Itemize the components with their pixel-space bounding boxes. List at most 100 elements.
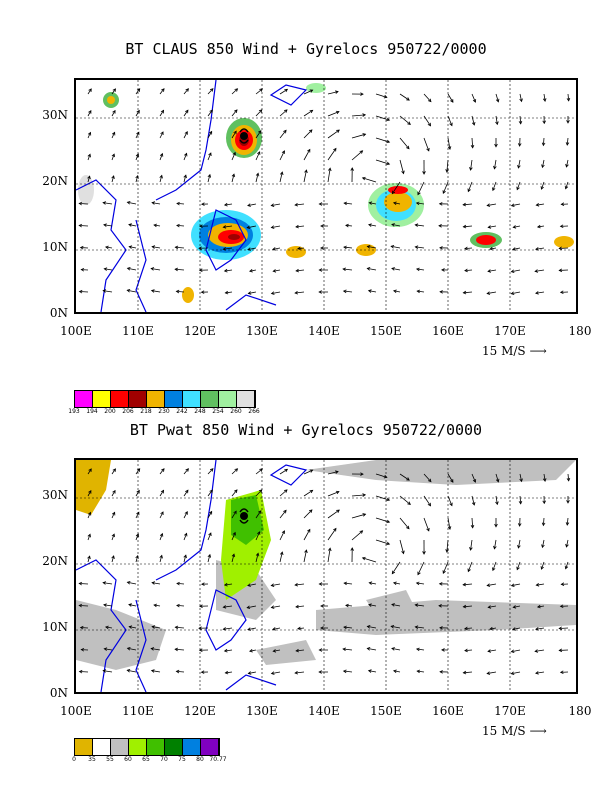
- wind-vector: [518, 159, 521, 169]
- wind-vector-head: [415, 647, 420, 652]
- wind-vector: [183, 175, 187, 183]
- wind-vector-head: [231, 173, 236, 178]
- wind-vector-head: [391, 190, 396, 195]
- wind-vector-head: [234, 489, 238, 493]
- wind-vector: [176, 670, 185, 673]
- wind-vector: [487, 649, 497, 652]
- wind-vector: [128, 224, 137, 227]
- wind-vector-head: [366, 267, 371, 271]
- wind-vector: [369, 202, 377, 205]
- wind-vector-head: [257, 151, 261, 155]
- wind-vector-head: [495, 98, 500, 103]
- wind-vector: [103, 670, 113, 673]
- bottom-colorbar: [74, 738, 220, 756]
- wind-vector-head: [185, 109, 189, 114]
- wind-vector-head: [559, 224, 564, 229]
- wind-vector-head: [184, 152, 188, 157]
- wind-vector-head: [406, 97, 410, 101]
- wind-vector-head: [257, 531, 261, 535]
- bottom-map-panel[interactable]: [74, 458, 578, 694]
- wind-vector: [471, 517, 474, 528]
- wind-vector: [415, 604, 425, 607]
- wind-vector-head: [360, 92, 364, 96]
- wind-vector: [565, 561, 569, 569]
- wind-vector-head: [439, 670, 443, 674]
- wind-vector: [487, 291, 497, 294]
- wind-vector: [303, 169, 307, 183]
- wind-vector: [175, 246, 185, 249]
- wind-vector: [399, 159, 404, 174]
- wind-vector: [367, 245, 377, 249]
- wind-vector-head: [103, 603, 107, 607]
- wind-vector: [351, 530, 363, 541]
- wind-vector-head: [540, 566, 544, 570]
- wind-vector-head: [103, 647, 108, 651]
- wind-vector-head: [318, 670, 322, 674]
- wind-vector: [399, 473, 410, 481]
- wind-vector-head: [283, 509, 287, 514]
- wind-vector: [176, 604, 185, 607]
- wind-vector-head: [87, 511, 92, 516]
- wind-vector-head: [270, 671, 275, 675]
- wind-vector: [231, 554, 235, 563]
- wind-vector: [207, 468, 214, 475]
- wind-vector: [135, 175, 139, 183]
- wind-vector-head: [487, 605, 492, 609]
- wind-vector-head: [335, 490, 340, 495]
- wind-vector-head: [335, 110, 340, 115]
- wind-vector-head: [510, 583, 515, 587]
- wind-vector: [417, 181, 425, 195]
- wind-vector: [135, 110, 140, 117]
- wind-vector: [248, 671, 257, 674]
- wind-vector: [207, 532, 212, 541]
- wind-vector-head: [201, 582, 205, 586]
- bottom-xtick-140e: 140E: [308, 704, 340, 718]
- wind-vector: [511, 291, 521, 295]
- wind-vector: [367, 267, 377, 271]
- wind-vector-head: [87, 533, 91, 538]
- wind-vector-head: [345, 223, 349, 228]
- wind-vector: [79, 583, 89, 585]
- wind-vector-head: [343, 201, 348, 206]
- wind-vector-head: [79, 625, 84, 630]
- wind-vector-head: [88, 468, 92, 472]
- wind-vector-head: [566, 500, 570, 504]
- bottom-ytick-20n: 20N: [42, 554, 68, 568]
- wind-vector-head: [318, 202, 323, 206]
- wind-vector-head: [258, 109, 263, 113]
- wind-vector-head: [518, 120, 523, 125]
- wind-vector-head: [462, 224, 467, 229]
- wind-vector-head: [307, 148, 311, 153]
- wind-vector-head: [391, 647, 395, 651]
- wind-vector-head: [126, 200, 131, 205]
- wind-vector: [127, 289, 137, 293]
- wind-vector-head: [493, 165, 497, 170]
- wind-vector: [470, 159, 473, 171]
- wind-vector-head: [464, 648, 468, 653]
- wind-vector: [516, 561, 521, 570]
- wind-vector: [223, 605, 233, 608]
- wind-vector: [111, 512, 116, 519]
- wind-vector: [351, 150, 363, 161]
- wind-vector: [367, 647, 377, 651]
- wind-vector: [519, 473, 522, 482]
- wind-vector: [87, 534, 91, 541]
- wind-vector: [231, 510, 237, 519]
- wind-vector-head: [558, 648, 563, 653]
- wind-vector-head: [390, 244, 395, 249]
- wind-vector: [368, 604, 377, 607]
- wind-vector-head: [208, 510, 213, 515]
- wind-vector-head: [449, 502, 453, 507]
- top-map-panel[interactable]: [74, 78, 578, 314]
- wind-vector-head: [88, 489, 92, 494]
- wind-vector-head: [439, 290, 443, 294]
- wind-vector-head: [510, 203, 515, 207]
- wind-vector-head: [415, 581, 420, 586]
- wind-vector-head: [462, 670, 467, 675]
- wind-vector: [87, 512, 91, 519]
- wind-vector: [255, 151, 261, 161]
- wind-vector-head: [386, 139, 391, 144]
- wind-vector-head: [222, 605, 227, 609]
- wind-vector: [463, 203, 473, 206]
- wind-vector: [566, 137, 569, 146]
